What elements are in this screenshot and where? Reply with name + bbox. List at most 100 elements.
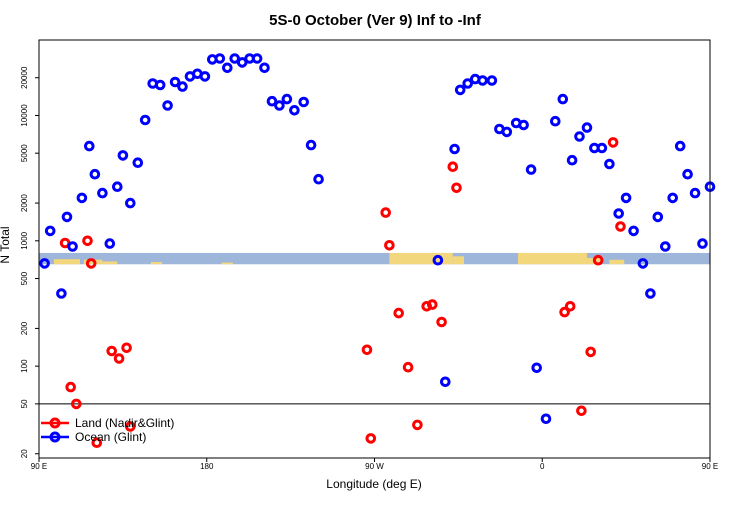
x-tick-label: 90 E [702, 462, 718, 471]
ocean-point [169, 76, 181, 88]
ocean-point [313, 173, 324, 185]
ocean-point [39, 258, 50, 269]
ocean-point [596, 142, 608, 154]
ocean-point [139, 114, 151, 126]
ocean-point [84, 140, 95, 152]
land-point [592, 254, 604, 266]
land-point [113, 353, 125, 364]
y-tick-label: 50 [20, 399, 29, 408]
ocean-point [667, 192, 679, 204]
map-strip-land [53, 259, 81, 265]
ocean-point [518, 119, 529, 131]
ocean-point [440, 376, 451, 388]
land-point [451, 182, 462, 194]
land-point [615, 221, 626, 232]
land-point [121, 342, 132, 354]
ocean-point [162, 100, 173, 111]
ocean-point [660, 241, 671, 252]
x-axis-label: Longitude (deg E) [326, 477, 421, 491]
y-tick-label: 100 [20, 359, 29, 373]
ocean-point [540, 413, 552, 425]
ocean-point [477, 75, 488, 86]
y-tick-label: 5000 [20, 144, 29, 162]
ocean-point [550, 115, 561, 127]
y-tick-label: 20 [20, 449, 29, 458]
land-point [125, 421, 136, 432]
ocean-point [637, 258, 649, 269]
ocean-point [432, 254, 444, 266]
ocean-point [674, 140, 686, 152]
ocean-point [581, 122, 593, 133]
legend-ocean-marker [49, 431, 61, 443]
ocean-point [697, 238, 708, 249]
ocean-point [682, 168, 693, 180]
map-strip-land [83, 259, 103, 265]
ocean-point [117, 150, 129, 161]
map-strip-land [102, 261, 118, 265]
ocean-point [259, 62, 270, 74]
map-strip-land [452, 256, 464, 265]
map-strip-land [221, 262, 233, 265]
map-strip-land [150, 261, 163, 265]
ocean-point [628, 225, 639, 237]
legend-land-label: Land (Nadir&Glint) [75, 416, 174, 430]
ocean-point [652, 211, 664, 223]
ocean-point [89, 168, 101, 180]
ocean-point [199, 71, 211, 82]
ocean-point [44, 225, 56, 237]
x-tick-label: 180 [200, 462, 214, 471]
y-axis-label: N Total [0, 226, 12, 263]
y-tick-label: 1000 [20, 231, 29, 249]
land-point [361, 344, 373, 356]
ocean-point [689, 187, 701, 199]
land-point [607, 137, 619, 148]
land-point [564, 301, 576, 312]
ocean-point [620, 192, 632, 204]
land-point [585, 346, 597, 358]
legend-ocean-label: Ocean (Glint) [75, 430, 146, 444]
ocean-point [449, 143, 460, 155]
y-tick-label: 2000 [20, 194, 29, 212]
ocean-point [613, 208, 625, 219]
land-point [71, 398, 82, 410]
land-point [427, 299, 438, 310]
y-tick-label: 500 [20, 271, 29, 285]
ocean-point [486, 75, 498, 86]
y-tick-label: 200 [20, 321, 29, 335]
ocean-point [274, 100, 285, 111]
ocean-point [531, 362, 543, 374]
x-tick-label: 90 W [365, 462, 384, 471]
land-point [65, 381, 76, 393]
ocean-point [132, 157, 144, 168]
legend: Land (Nadir&Glint) Ocean (Glint) [41, 416, 174, 444]
map-strip-land [389, 252, 453, 265]
ocean-point [462, 78, 474, 89]
ocean-point [604, 158, 615, 170]
ocean-point [281, 93, 293, 105]
ocean-point [154, 79, 166, 91]
x-tick-label: 90 E [31, 462, 47, 471]
ocean-point [305, 139, 317, 151]
x-tick-label: 0 [540, 462, 545, 471]
axes: 90 E 180 90 W 0 90 E205010020050010002000500… [20, 39, 718, 471]
ocean-point [266, 95, 278, 107]
ocean-point [236, 57, 248, 68]
ocean-point [125, 197, 136, 209]
chart-title: 5S-0 October (Ver 9) Inf to -Inf [269, 12, 482, 29]
land-point [412, 419, 423, 431]
ocean-point [645, 288, 656, 299]
y-tick-label: 20000 [20, 66, 29, 89]
ocean-point [501, 126, 513, 138]
data-points [39, 53, 716, 449]
land-point [559, 306, 570, 318]
land-point [447, 161, 459, 172]
ocean-point [566, 154, 578, 166]
legend-land-marker [49, 417, 61, 429]
ocean-point [61, 211, 73, 223]
ocean-point [97, 187, 108, 199]
ocean-point [56, 288, 67, 299]
ocean-point [214, 53, 226, 64]
land-point [402, 361, 414, 373]
ocean-point [67, 241, 78, 252]
